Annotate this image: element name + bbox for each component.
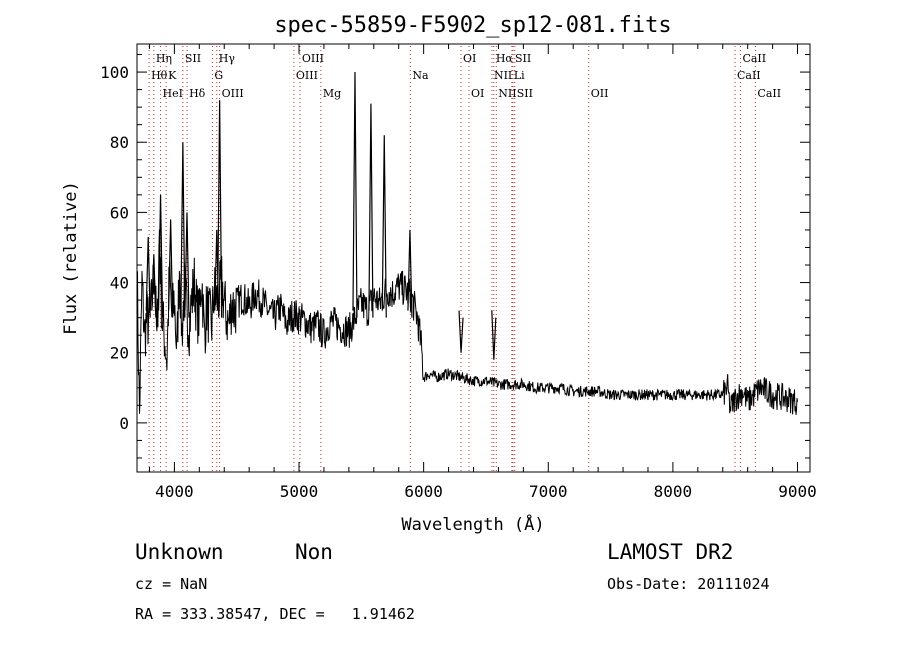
chart-title: spec-55859-F5902_sp12-081.fits — [274, 13, 671, 38]
y-tick-label-1: 20 — [110, 344, 129, 363]
x-tick-label-3: 7000 — [529, 482, 568, 501]
line-label-14: OI — [471, 87, 484, 100]
y-tick-label-5: 100 — [100, 63, 129, 82]
emission-peak-9 — [368, 103, 374, 318]
line-label-8: OIII — [222, 87, 244, 100]
emission-peak-5 — [184, 212, 190, 318]
line-label-15: Hα — [496, 52, 514, 65]
line-label-6: Hγ — [219, 52, 236, 65]
line-label-23: CaII — [737, 69, 761, 82]
x-tick-label-0: 4000 — [155, 482, 194, 501]
line-label-10: OIII — [302, 52, 324, 65]
y-tick-label-0: 0 — [119, 414, 129, 433]
line-label-18: SII — [515, 52, 531, 65]
emission-peak-0 — [145, 236, 151, 318]
x-tick-label-1: 5000 — [280, 482, 319, 501]
emission-peak-4 — [180, 142, 186, 318]
emission-peak-3 — [168, 219, 174, 318]
x-tick-label-4: 8000 — [654, 482, 693, 501]
line-label-4: SII — [185, 52, 201, 65]
x-tick-label-5: 9000 — [778, 482, 817, 501]
emission-peak-12 — [458, 310, 464, 353]
y-axis-label: Flux (relative) — [61, 181, 81, 335]
line-label-21: OII — [591, 87, 609, 100]
survey-label: LAMOST DR2 — [607, 540, 734, 564]
line-label-12: Na — [412, 69, 429, 82]
emission-peak-7 — [217, 100, 223, 318]
emission-peaks — [145, 72, 497, 360]
line-label-0: Hη — [156, 52, 172, 65]
line-label-7: G — [214, 69, 223, 82]
ra-dec: RA = 333.38547, DEC = 1.91462 — [135, 605, 415, 623]
class-label: Unknown — [135, 540, 224, 564]
line-label-9: OIII — [296, 69, 318, 82]
line-label-1: Hθ — [151, 69, 168, 82]
emission-peak-8 — [352, 72, 358, 318]
emission-peak-10 — [381, 135, 387, 318]
x-axis-ticks: 4000 5000 6000 7000 8000 9000 — [148, 44, 817, 501]
y-tick-label-4: 80 — [110, 133, 129, 152]
plot-frame — [136, 43, 811, 473]
line-label-19: Li — [514, 69, 525, 82]
emission-peak-2 — [157, 194, 164, 318]
line-label-22: CaII — [742, 52, 766, 65]
line-label-5: Hδ — [189, 87, 206, 100]
line-label-11: Mg — [323, 87, 341, 100]
emission-peak-13 — [491, 310, 497, 360]
y-axis-ticks: 0 20 40 60 80 100 — [100, 54, 810, 459]
line-label-16: NII — [494, 69, 512, 82]
line-label-20: SII — [517, 87, 533, 100]
y-tick-label-3: 60 — [110, 203, 129, 222]
line-label-3: HeI — [163, 87, 183, 100]
emission-peak-1 — [151, 254, 157, 318]
line-label-13: OI — [463, 52, 476, 65]
y-tick-label-2: 40 — [110, 274, 129, 293]
spectral-line-markers — [148, 46, 756, 472]
cz-value: cz = NaN — [135, 575, 208, 593]
emission-peak-11 — [407, 229, 413, 318]
x-axis-label: Wavelength (Å) — [401, 513, 544, 535]
spectrum-series — [136, 229, 798, 415]
spectral-line-labels: Hη Hθ K HeI SII Hδ Hγ G OIII OIII OIII Mg Na OI OI Hα NI… — [151, 52, 781, 100]
obs-date: Obs-Date: 20111024 — [607, 575, 770, 593]
x-tick-label-2: 6000 — [404, 482, 443, 501]
line-label-2: K — [168, 69, 177, 82]
subclass-label: Non — [295, 540, 333, 564]
line-label-24: CaII — [757, 87, 781, 100]
line-label-17: NII — [498, 87, 516, 100]
